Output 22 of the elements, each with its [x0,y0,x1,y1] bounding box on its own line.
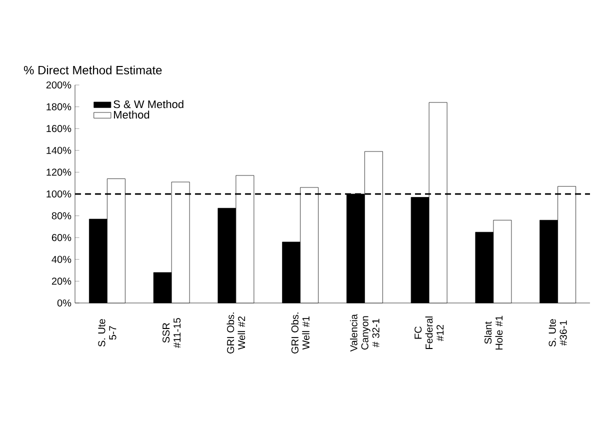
y-tick-label: 160% [46,125,72,132]
y-tick-label: 100% [46,190,72,198]
y-tick-label: 180% [46,103,72,110]
y-tick-label: 80% [52,212,72,220]
y-tick-label: 200% [46,81,72,89]
y-tick-label: 40% [52,256,72,263]
legend-label: S & W Method [114,100,184,108]
x-tick-label: Valencia Canyon # 32-1 [350,314,380,352]
y-tick-label: 140% [46,146,72,154]
x-tick-label: SSR #11-15 [162,318,181,348]
chart-title: % Direct Method Estimate [24,66,162,74]
y-tick-label: 60% [52,234,72,242]
y-tick-label: 20% [52,278,72,285]
x-tick-label: S. Ute #36-1 [548,319,567,347]
x-tick-label: GRI Obs. Well #1 [291,312,310,354]
x-tick-label: FC Federal #12 [414,316,444,349]
x-tick-label: S. Ute 5-7 [98,319,116,347]
x-tick-label: GRI Obs. Well #2 [226,312,246,354]
y-tick-label: 120% [46,168,72,176]
x-tick-label: Slant Hole #1 [484,316,503,350]
legend-label: Method [114,110,150,119]
y-tick-label: 0% [57,299,72,307]
